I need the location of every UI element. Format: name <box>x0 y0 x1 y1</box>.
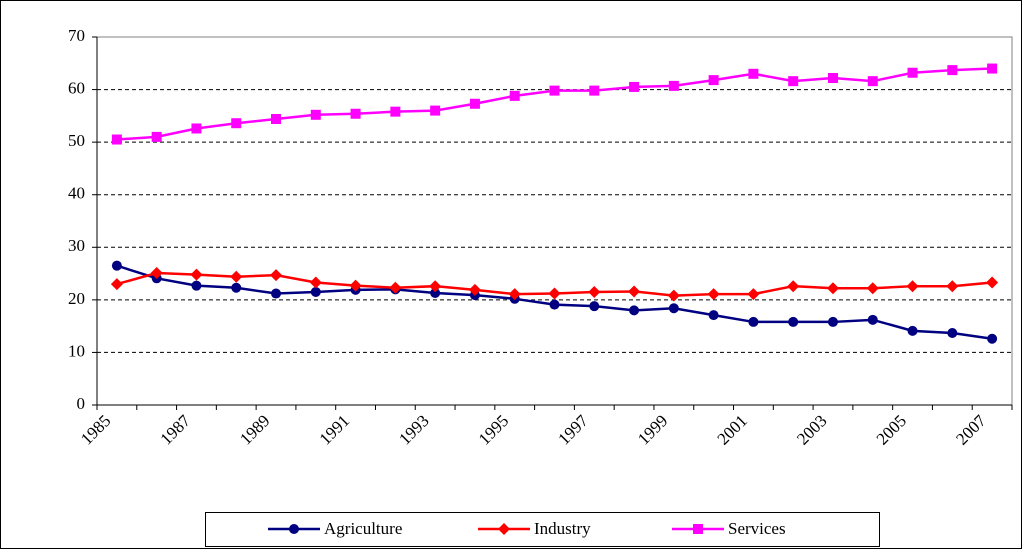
marker <box>987 333 998 344</box>
marker <box>986 276 999 289</box>
marker <box>668 80 679 91</box>
marker <box>708 310 719 321</box>
marker <box>628 285 641 298</box>
marker <box>469 98 480 109</box>
y-tick-label: 40 <box>68 184 85 203</box>
y-tick-label: 0 <box>77 394 86 413</box>
marker <box>788 76 799 87</box>
marker <box>310 109 321 120</box>
marker <box>270 269 283 282</box>
marker <box>947 65 958 76</box>
marker <box>827 316 838 327</box>
marker <box>429 280 442 293</box>
marker <box>708 75 719 86</box>
marker <box>788 316 799 327</box>
marker <box>430 288 441 299</box>
marker <box>866 282 879 295</box>
marker <box>150 267 163 280</box>
marker <box>271 288 282 299</box>
marker <box>111 134 122 145</box>
marker <box>390 106 401 117</box>
marker <box>707 288 720 301</box>
marker <box>549 85 560 96</box>
marker <box>629 81 640 92</box>
marker <box>508 288 521 301</box>
legend-label: Services <box>728 519 786 538</box>
marker <box>271 114 282 125</box>
marker <box>787 280 800 293</box>
marker <box>588 285 601 298</box>
y-tick-label: 70 <box>68 26 85 45</box>
marker <box>629 305 640 316</box>
marker <box>350 108 361 119</box>
marker <box>310 286 321 297</box>
y-tick-label: 60 <box>68 78 85 97</box>
marker <box>230 270 243 283</box>
marker <box>498 523 510 535</box>
y-tick-label: 30 <box>68 236 85 255</box>
marker <box>667 289 680 302</box>
marker <box>589 85 600 96</box>
marker <box>289 524 299 534</box>
marker <box>906 280 919 293</box>
marker <box>389 281 402 294</box>
marker <box>190 268 203 281</box>
marker <box>509 90 520 101</box>
marker <box>748 316 759 327</box>
marker <box>987 63 998 74</box>
marker <box>151 131 162 142</box>
legend-label: Industry <box>534 519 591 538</box>
marker <box>747 288 760 301</box>
marker <box>110 278 123 291</box>
marker <box>907 67 918 78</box>
marker <box>349 279 362 292</box>
marker <box>946 280 959 293</box>
marker <box>191 280 202 291</box>
marker <box>668 303 679 314</box>
y-tick-label: 20 <box>68 289 85 308</box>
marker <box>549 299 560 310</box>
marker <box>907 325 918 336</box>
marker <box>111 260 122 271</box>
marker <box>867 76 878 87</box>
marker <box>468 283 481 296</box>
marker <box>191 123 202 134</box>
marker <box>693 524 703 534</box>
y-tick-label: 10 <box>68 341 85 360</box>
marker <box>826 282 839 295</box>
marker <box>748 68 759 79</box>
marker <box>231 118 242 129</box>
y-tick-label: 50 <box>68 131 85 150</box>
marker <box>309 276 322 289</box>
marker <box>867 314 878 325</box>
marker <box>589 301 600 312</box>
marker <box>430 105 441 116</box>
marker <box>231 282 242 293</box>
legend-label: Agriculture <box>324 519 402 538</box>
marker <box>827 73 838 84</box>
marker <box>947 327 958 338</box>
marker <box>548 287 561 300</box>
